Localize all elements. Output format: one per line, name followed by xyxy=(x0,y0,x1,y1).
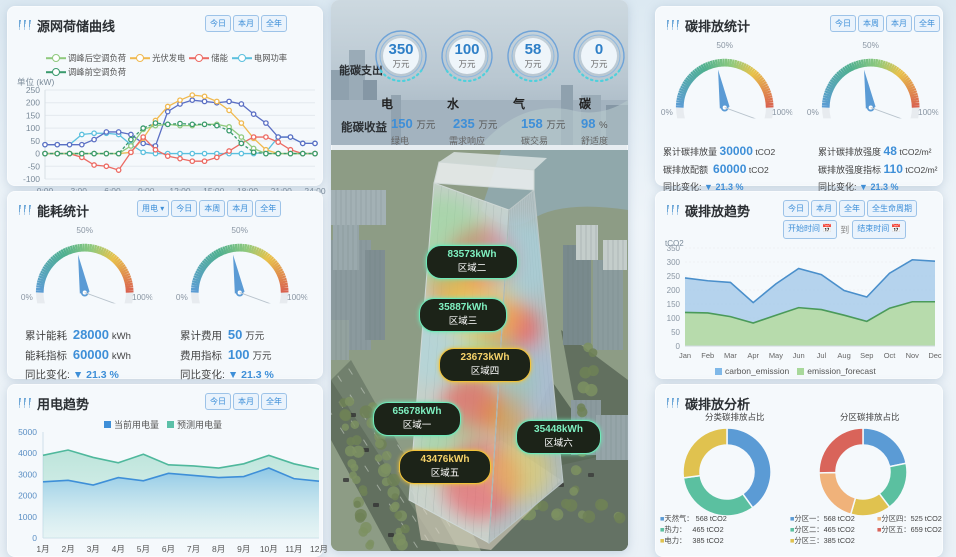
svg-text:50%: 50% xyxy=(862,42,879,50)
svg-text:50%: 50% xyxy=(231,227,248,235)
svg-text:150: 150 xyxy=(26,110,40,120)
svg-text:2000: 2000 xyxy=(18,491,37,501)
svg-text:50%: 50% xyxy=(716,42,733,50)
svg-text:万元: 万元 xyxy=(524,59,542,69)
svg-text:3000: 3000 xyxy=(18,469,37,479)
svg-text:100%: 100% xyxy=(772,108,792,117)
svg-text:0%: 0% xyxy=(661,108,674,117)
svg-text:6月: 6月 xyxy=(162,544,175,554)
svg-text:Mar: Mar xyxy=(724,351,737,360)
svg-text:11月: 11月 xyxy=(285,544,302,554)
svg-text:-50: -50 xyxy=(28,161,41,171)
svg-text:Nov: Nov xyxy=(906,351,920,360)
svg-text:Jul: Jul xyxy=(817,351,827,360)
svg-text:0%: 0% xyxy=(21,293,34,302)
svg-text:万元: 万元 xyxy=(458,59,476,69)
svg-text:0%: 0% xyxy=(807,108,820,117)
svg-text:Oct: Oct xyxy=(884,351,897,360)
svg-text:250: 250 xyxy=(667,272,681,281)
svg-text:200: 200 xyxy=(26,98,40,108)
svg-text:150: 150 xyxy=(667,300,681,309)
svg-text:3月: 3月 xyxy=(87,544,100,554)
svg-text:万元: 万元 xyxy=(590,59,608,69)
svg-text:0: 0 xyxy=(676,342,681,351)
svg-text:0: 0 xyxy=(595,41,603,58)
svg-text:万元: 万元 xyxy=(392,59,410,69)
svg-text:10月: 10月 xyxy=(260,544,278,554)
svg-text:Sep: Sep xyxy=(860,351,873,360)
svg-text:1月: 1月 xyxy=(36,544,49,554)
svg-text:100: 100 xyxy=(454,41,479,58)
svg-text:5月: 5月 xyxy=(137,544,150,554)
svg-text:50: 50 xyxy=(671,328,680,337)
svg-text:0%: 0% xyxy=(176,293,189,302)
svg-text:58: 58 xyxy=(525,41,542,58)
svg-text:0: 0 xyxy=(35,149,40,159)
svg-text:50: 50 xyxy=(31,136,41,146)
svg-text:100: 100 xyxy=(26,123,40,133)
svg-text:100%: 100% xyxy=(132,293,152,302)
svg-text:250: 250 xyxy=(26,85,40,95)
svg-text:2月: 2月 xyxy=(61,544,74,554)
svg-text:5000: 5000 xyxy=(18,428,37,437)
svg-text:Apr: Apr xyxy=(747,351,759,360)
svg-text:350: 350 xyxy=(667,244,681,253)
svg-text:9月: 9月 xyxy=(237,544,250,554)
svg-text:Jun: Jun xyxy=(793,351,805,360)
svg-text:Jan: Jan xyxy=(679,351,691,360)
svg-text:0: 0 xyxy=(32,533,37,543)
svg-text:100%: 100% xyxy=(287,293,307,302)
svg-text:Aug: Aug xyxy=(837,351,850,360)
svg-text:May: May xyxy=(769,351,783,360)
svg-text:Feb: Feb xyxy=(701,351,714,360)
svg-text:1000: 1000 xyxy=(18,512,37,522)
svg-text:4月: 4月 xyxy=(112,544,125,554)
svg-text:300: 300 xyxy=(667,258,681,267)
svg-text:8月: 8月 xyxy=(212,544,225,554)
svg-text:200: 200 xyxy=(667,286,681,295)
svg-text:50%: 50% xyxy=(76,227,93,235)
svg-text:-100: -100 xyxy=(23,174,40,184)
svg-text:12月: 12月 xyxy=(310,544,328,554)
svg-text:100%: 100% xyxy=(918,108,938,117)
svg-text:350: 350 xyxy=(388,41,413,58)
svg-text:4000: 4000 xyxy=(18,448,37,458)
svg-text:Dec: Dec xyxy=(928,351,942,360)
svg-text:7月: 7月 xyxy=(187,544,200,554)
svg-text:100: 100 xyxy=(667,314,681,323)
